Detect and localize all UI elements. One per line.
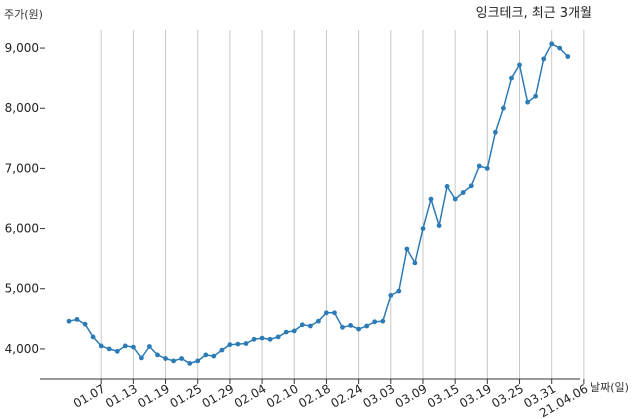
data-point (243, 341, 249, 346)
data-point (82, 321, 88, 327)
chart-title: 잉크테크, 최근 3개월 (476, 6, 592, 21)
data-point (66, 318, 72, 324)
data-point (251, 336, 257, 342)
data-point (74, 317, 80, 322)
data-point (476, 163, 482, 169)
data-point (372, 319, 378, 325)
data-point (299, 322, 305, 328)
data-point (211, 353, 217, 359)
data-point (171, 358, 177, 364)
data-point (356, 326, 361, 332)
data-point (428, 196, 434, 202)
data-point (348, 323, 353, 328)
y-axis-label: 주가(원) (4, 8, 43, 21)
data-point (380, 318, 386, 324)
data-point (114, 348, 120, 354)
data-point (452, 196, 458, 202)
data-point (420, 226, 426, 232)
data-point (235, 341, 241, 347)
x-axis: 01.0701.1301.1901.2501.2902.0402.1002.18… (71, 379, 590, 419)
x-tick-label: 01.25 (167, 381, 204, 410)
data-point (549, 41, 555, 47)
data-point (436, 223, 442, 229)
data-point (275, 334, 281, 340)
data-point (308, 323, 313, 329)
data-point (122, 343, 128, 349)
data-point (468, 183, 474, 189)
data-point (179, 356, 185, 361)
data-point (106, 346, 112, 352)
data-point (195, 358, 201, 364)
data-point (98, 343, 104, 349)
y-tick-label: 4,000 (5, 342, 39, 356)
x-tick-label: 03.09 (393, 381, 430, 410)
y-tick-label: 7,000 (5, 161, 39, 175)
data-point (517, 62, 522, 68)
data-point (509, 75, 514, 81)
data-point (525, 99, 530, 105)
data-point (291, 328, 297, 334)
x-tick-label: 02.24 (328, 381, 365, 410)
x-tick-label: 03.19 (457, 381, 494, 410)
data-point (324, 310, 329, 316)
data-points (66, 41, 571, 366)
x-tick-label: 02.04 (232, 381, 269, 410)
y-tick-label: 6,000 (5, 222, 39, 236)
data-point (131, 344, 136, 350)
x-tick-label: 02.10 (264, 381, 301, 410)
data-point (227, 342, 233, 348)
x-tick-label: 01.07 (71, 381, 108, 410)
x-tick-label: 03.03 (361, 381, 398, 410)
data-point (565, 54, 571, 59)
data-point (147, 344, 152, 349)
data-point (412, 260, 418, 266)
data-point (259, 335, 265, 341)
data-point (219, 347, 225, 353)
data-point (155, 352, 160, 358)
series-line (68, 42, 569, 365)
data-point (163, 356, 168, 361)
data-point (316, 318, 321, 324)
data-point (340, 324, 345, 330)
y-tick-label: 5,000 (5, 282, 39, 296)
y-tick-label: 9,000 (5, 41, 39, 55)
x-tick-label: 01.19 (135, 381, 172, 410)
data-point (557, 45, 563, 51)
data-point (533, 93, 538, 99)
x-tick-label: 03.25 (489, 381, 526, 410)
y-tick-label: 8,000 (5, 101, 39, 115)
data-point (404, 246, 410, 252)
data-point (267, 336, 273, 342)
data-point (187, 361, 193, 366)
data-point (444, 184, 450, 189)
data-point (332, 310, 337, 316)
x-tick-label: 01.29 (200, 381, 237, 410)
x-tick-label: 03.15 (425, 381, 462, 410)
grid-lines (100, 30, 585, 379)
data-point (396, 288, 402, 294)
data-point (203, 352, 209, 358)
data-point (501, 105, 506, 111)
data-point (388, 293, 394, 298)
y-axis: 4,000 5,000 6,000 7,000 8,000 9,000 (5, 41, 45, 356)
data-point (364, 323, 370, 329)
x-axis-label: 날짜(일) (590, 380, 629, 394)
data-point (541, 56, 547, 62)
data-point (90, 334, 96, 340)
data-point (139, 355, 144, 361)
data-point (484, 166, 490, 171)
data-point (283, 329, 289, 335)
data-point (460, 190, 466, 195)
data-point (493, 129, 498, 135)
x-tick-label: 01.13 (103, 381, 140, 410)
x-tick-label: 02.18 (296, 381, 333, 410)
